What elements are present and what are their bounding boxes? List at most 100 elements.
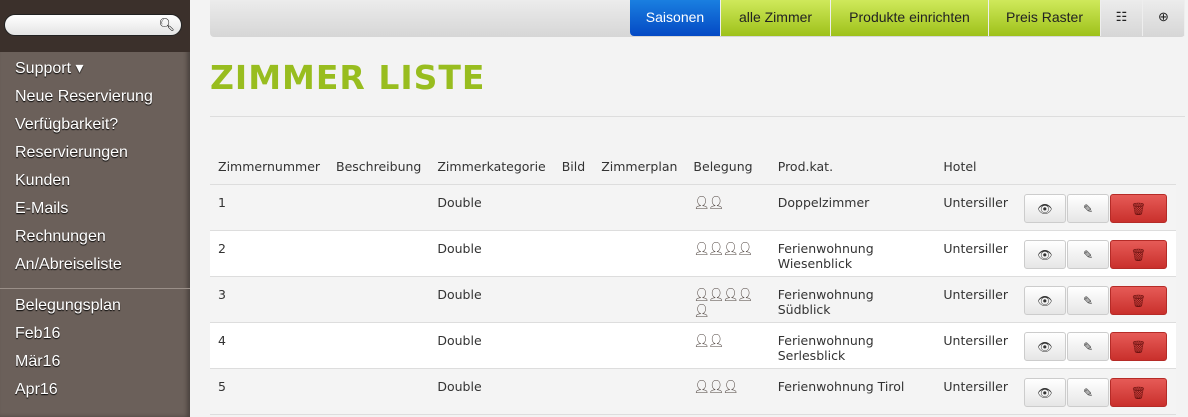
cell-prod: Ferienwohnung Tirol xyxy=(769,368,936,415)
view-button[interactable]: 👁︎ xyxy=(1023,240,1066,269)
cell-belegung: 👤︎👤︎👤︎ xyxy=(685,368,770,415)
person-icons: 👤︎👤︎👤︎ xyxy=(693,380,738,395)
produkte-einrichten-button[interactable]: Produkte einrichten xyxy=(831,0,989,36)
search-icon[interactable]: 🔍︎ xyxy=(158,17,175,32)
sidebar-item[interactable]: Rechnungen xyxy=(15,228,106,245)
cell-plan xyxy=(593,368,686,415)
search-input[interactable]: 🔍︎ xyxy=(4,14,182,36)
cell-prod: Doppelzimmer xyxy=(769,184,936,231)
view-button[interactable]: 👁︎ xyxy=(1023,332,1066,361)
preis-raster-button[interactable]: Preis Raster xyxy=(989,0,1101,36)
cell-hotel: Untersiller xyxy=(935,276,1016,323)
trash-icon: 🗑︎ xyxy=(1130,248,1147,262)
column-header: Zimmerplan xyxy=(593,148,686,185)
cell-belegung: 👤︎👤︎👤︎👤︎ xyxy=(685,230,770,277)
cell-bild xyxy=(553,322,594,369)
eye-icon: 👁︎ xyxy=(1037,294,1053,308)
alle-zimmer-button[interactable]: alle Zimmer xyxy=(721,0,831,36)
column-header: Zimmerkategorie xyxy=(429,148,554,185)
actions: 👁︎ ✎ 🗑︎ xyxy=(1015,230,1176,277)
cell-plan xyxy=(593,184,686,231)
cell-prod: Ferienwohnung Südblick xyxy=(769,276,936,323)
cell-nr: 3 xyxy=(210,276,329,323)
cell-bild xyxy=(553,230,594,277)
cell-belegung: 👤︎👤︎ xyxy=(685,322,770,369)
cell-kat: Double xyxy=(429,368,554,415)
sidebar-header: 🔍︎ xyxy=(0,0,190,52)
actions: 👁︎ ✎ 🗑︎ xyxy=(1015,322,1176,369)
plan-nav: Belegungsplan Feb16 Mär16 Apr16 xyxy=(0,292,190,404)
cell-kat: Double xyxy=(429,184,554,231)
cell-desc xyxy=(328,184,430,231)
edit-icon: ✎ xyxy=(1082,294,1094,308)
column-header: Beschreibung xyxy=(328,148,430,185)
sidebar-item[interactable]: Belegungsplan xyxy=(15,297,121,314)
delete-button[interactable]: 🗑︎ xyxy=(1109,286,1167,315)
column-header xyxy=(1015,148,1176,185)
edit-button[interactable]: ✎ xyxy=(1066,332,1109,361)
edit-icon: ✎ xyxy=(1082,248,1094,262)
cell-nr: 2 xyxy=(210,230,329,277)
view-button[interactable]: 👁︎ xyxy=(1023,194,1066,223)
edit-icon: ✎ xyxy=(1082,386,1094,400)
cell-desc xyxy=(328,230,430,277)
edit-icon: ✎ xyxy=(1082,340,1094,354)
cell-desc xyxy=(328,368,430,415)
sidebar-item[interactable]: Feb16 xyxy=(15,325,61,342)
sidebar-item[interactable]: Mär16 xyxy=(15,353,61,370)
divider xyxy=(0,288,190,289)
edit-button[interactable]: ✎ xyxy=(1066,240,1109,269)
column-header: Zimmernummer xyxy=(210,148,329,185)
view-button[interactable]: 👁︎ xyxy=(1023,286,1066,315)
eye-icon: 👁︎ xyxy=(1037,202,1053,216)
sidebar-item[interactable]: Apr16 xyxy=(15,381,58,398)
cell-desc xyxy=(328,322,430,369)
cell-bild xyxy=(553,184,594,231)
sidebar-item[interactable]: An/Abreiseliste xyxy=(15,256,122,273)
cell-desc xyxy=(328,276,430,323)
cell-plan xyxy=(593,276,686,323)
table-row: 3 Double 👤︎👤︎👤︎👤︎👤︎ Ferienwohnung Südblick U… xyxy=(210,276,1176,323)
main-nav: Support ▾ Neue Reservierung Verfügbarkeit?… xyxy=(0,52,190,279)
view-button[interactable]: 👁︎ xyxy=(1023,378,1066,407)
saisonen-button[interactable]: Saisonen xyxy=(630,0,721,36)
list-icon[interactable]: ☷ xyxy=(1101,0,1143,36)
eye-icon: 👁︎ xyxy=(1037,340,1053,354)
column-header: Bild xyxy=(553,148,594,185)
plus-circle-icon[interactable]: ⊕ xyxy=(1143,0,1185,36)
sidebar-item[interactable]: Verfügbarkeit? xyxy=(15,116,119,133)
person-icons: 👤︎👤︎👤︎👤︎👤︎ xyxy=(693,288,753,319)
edit-button[interactable]: ✎ xyxy=(1066,378,1109,407)
trash-icon: 🗑︎ xyxy=(1130,202,1147,216)
delete-button[interactable]: 🗑︎ xyxy=(1109,240,1167,269)
edit-button[interactable]: ✎ xyxy=(1066,286,1109,315)
main-content: Saisonen alle Zimmer Produkte einrichten… xyxy=(210,0,1188,415)
cell-nr: 5 xyxy=(210,368,329,415)
actions: 👁︎ ✎ 🗑︎ xyxy=(1015,368,1176,415)
sidebar-item[interactable]: Support ▾ xyxy=(15,60,84,77)
cell-plan xyxy=(593,322,686,369)
sidebar: 🔍︎ Support ▾ Neue Reservierung Verfügbarke… xyxy=(0,0,190,417)
cell-hotel: Untersiller xyxy=(935,184,1016,231)
table-row: 5 Double 👤︎👤︎👤︎ Ferienwohnung Tirol Untersil… xyxy=(210,368,1176,415)
cell-prod: Ferienwohnung Wiesenblick xyxy=(769,230,936,277)
sidebar-item[interactable]: E-Mails xyxy=(15,200,69,217)
column-header: Prod.kat. xyxy=(769,148,936,185)
sidebar-item[interactable]: Neue Reservierung xyxy=(15,88,153,105)
eye-icon: 👁︎ xyxy=(1037,386,1053,400)
column-header: Hotel xyxy=(935,148,1016,185)
person-icons: 👤︎👤︎ xyxy=(693,196,724,211)
edit-icon: ✎ xyxy=(1082,202,1094,216)
divider xyxy=(210,116,1185,117)
delete-button[interactable]: 🗑︎ xyxy=(1109,194,1167,223)
cell-belegung: 👤︎👤︎👤︎👤︎👤︎ xyxy=(685,276,770,323)
edit-button[interactable]: ✎ xyxy=(1066,194,1109,223)
sidebar-item[interactable]: Reservierungen xyxy=(15,144,128,161)
cell-belegung: 👤︎👤︎ xyxy=(685,184,770,231)
table-row: 4 Double 👤︎👤︎ Ferienwohnung Serlesblick Unte… xyxy=(210,322,1176,369)
delete-button[interactable]: 🗑︎ xyxy=(1109,378,1167,407)
sidebar-item[interactable]: Kunden xyxy=(15,172,71,189)
delete-button[interactable]: 🗑︎ xyxy=(1109,332,1167,361)
cell-bild xyxy=(553,276,594,323)
person-icons: 👤︎👤︎ xyxy=(693,334,724,349)
